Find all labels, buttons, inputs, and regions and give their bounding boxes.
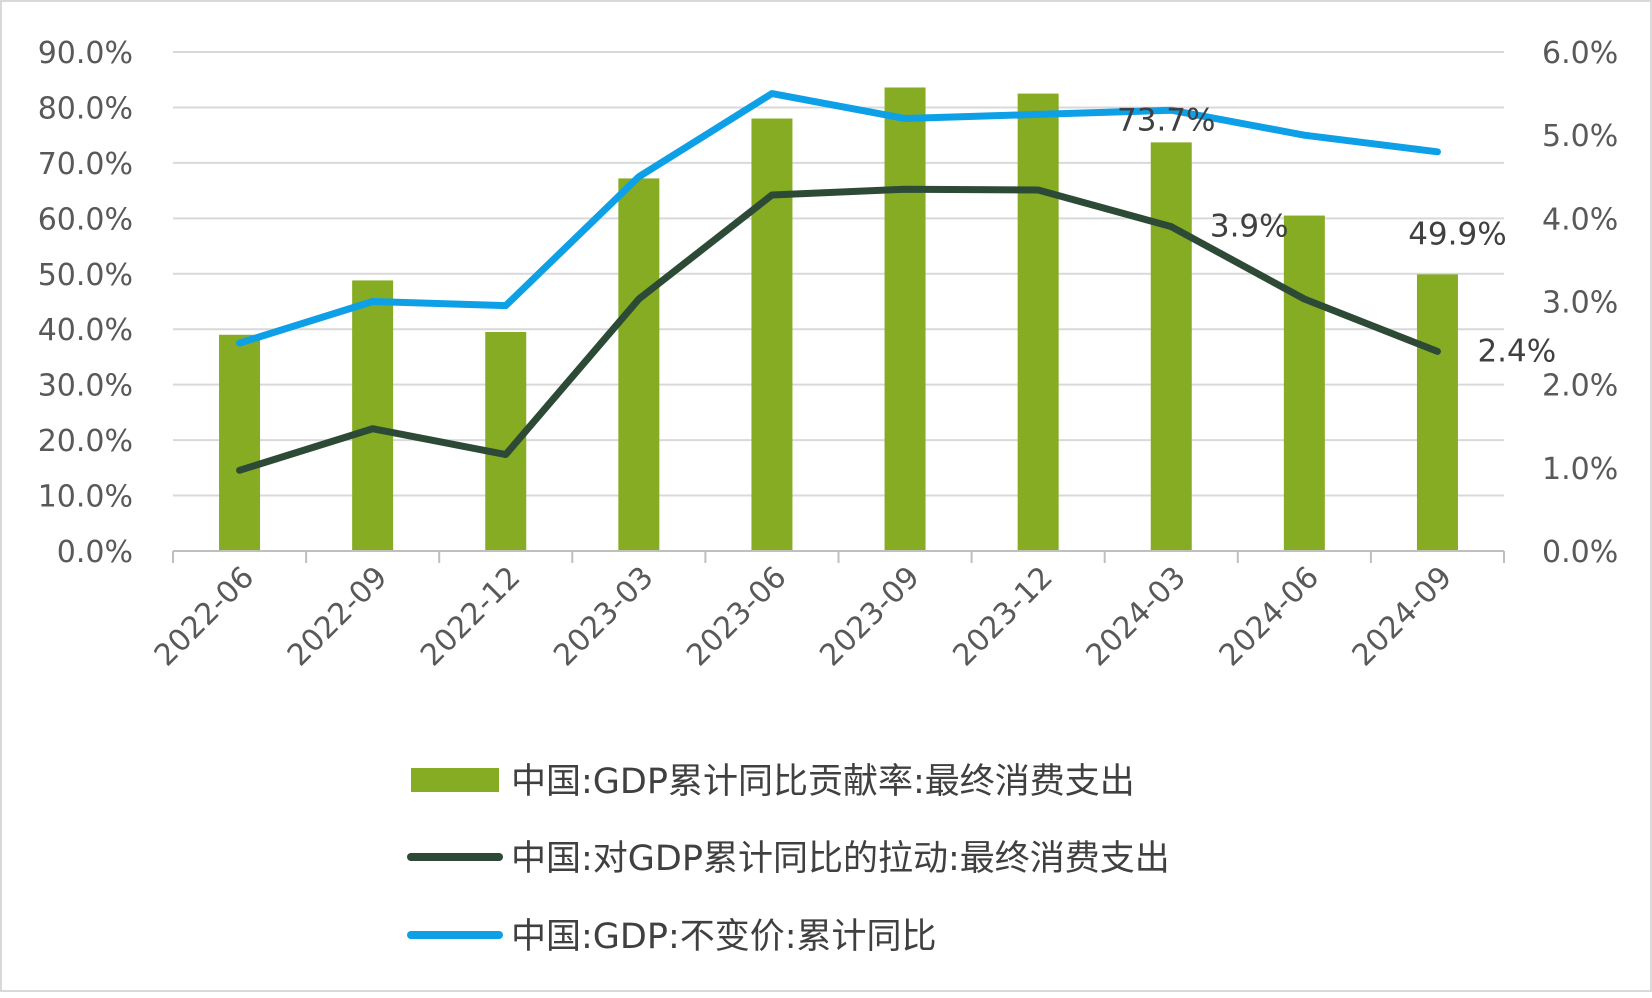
y-right-tick-label: 6.0%: [1542, 36, 1618, 71]
y-right-tick-label: 1.0%: [1542, 452, 1618, 487]
bar: [1150, 142, 1192, 551]
bar: [618, 178, 660, 551]
data-label: 2.4%: [1477, 333, 1556, 369]
y-left-tick-label: 40.0%: [38, 313, 133, 348]
y-right-tick-label: 0.0%: [1542, 535, 1618, 570]
bar: [1416, 274, 1458, 551]
y-left-tick-label: 30.0%: [38, 369, 133, 404]
x-tick-label: 2024-03: [1080, 560, 1193, 673]
x-tick-label: 2022-06: [148, 560, 261, 673]
data-label: 3.9%: [1210, 209, 1289, 245]
y-left-tick-label: 10.0%: [38, 480, 133, 515]
bar: [751, 118, 793, 552]
x-tick-label: 2024-06: [1213, 560, 1326, 673]
x-tick-label: 2022-12: [414, 560, 527, 673]
x-tick-label: 2023-03: [547, 560, 660, 673]
y-right-tick-label: 5.0%: [1542, 119, 1618, 154]
bar-series: [219, 87, 1458, 552]
data-label: 49.9%: [1408, 216, 1506, 252]
y-left-tick-label: 0.0%: [57, 535, 133, 570]
x-tick-label: 2022-09: [281, 560, 394, 673]
y-right-tick-label: 3.0%: [1542, 286, 1618, 321]
y-left-tick-label: 60.0%: [38, 202, 133, 237]
y-left-tick-label: 90.0%: [38, 36, 133, 71]
gridlines: [173, 51, 1504, 497]
data-labels: 73.7% 3.9% 49.9% 2.4%: [1117, 102, 1556, 369]
bar: [219, 334, 261, 551]
y-left-tick-label: 20.0%: [38, 424, 133, 459]
y-left-tick-label: 50.0%: [38, 258, 133, 293]
series-line: [236, 185, 1441, 474]
legend: 中国:GDP累计同比贡献率:最终消费支出中国:对GDP累计同比的拉动:最终消费支…: [407, 762, 1170, 957]
x-tick-label: 2024-09: [1346, 560, 1459, 673]
y-right-tick-label: 2.0%: [1542, 369, 1618, 404]
y-right-tick-label: 4.0%: [1542, 202, 1618, 237]
legend-label: 中国:对GDP累计同比的拉动:最终消费支出: [511, 839, 1170, 879]
data-label: 73.7%: [1117, 102, 1215, 138]
y-left-tick-label: 70.0%: [38, 147, 133, 182]
series-line: [236, 90, 1441, 347]
bar: [352, 280, 394, 551]
y-left-tick-label: 80.0%: [38, 91, 133, 126]
bar: [1283, 215, 1325, 552]
x-tick-label: 2023-06: [680, 560, 793, 673]
legend-label: 中国:GDP累计同比贡献率:最终消费支出: [511, 762, 1135, 802]
axes: 0.0% 10.0% 20.0% 30.0% 40.0% 50.0% 60.0% 70.0% 8…: [38, 36, 1619, 673]
bar: [1017, 93, 1059, 551]
bar: [884, 87, 926, 552]
legend-swatch-bar: [411, 768, 499, 792]
legend-label: 中国:GDP:不变价:累计同比: [511, 917, 937, 957]
x-tick-label: 2023-09: [813, 560, 926, 673]
x-tick-label: 2023-12: [946, 560, 1059, 673]
line-series: [236, 90, 1441, 474]
